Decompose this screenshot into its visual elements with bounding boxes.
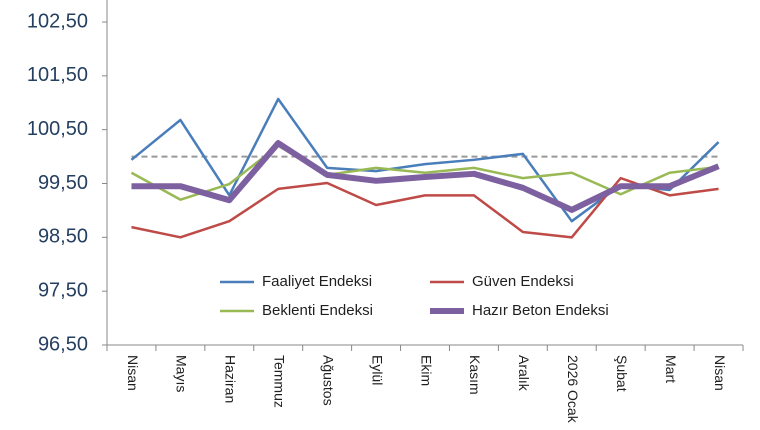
- y-tick-label: 102,50: [27, 10, 88, 32]
- series-line: [131, 140, 720, 213]
- x-tick-label: Kasım: [467, 355, 483, 395]
- x-tick-label: Nisan: [712, 355, 728, 391]
- legend-label: Hazır Beton Endeksi: [472, 302, 609, 319]
- x-tick-label: Nisan: [125, 355, 141, 391]
- series-line: [131, 176, 719, 239]
- legend-label: Güven Endeksi: [472, 273, 574, 290]
- y-tick-label: 98,50: [38, 226, 88, 248]
- x-tick-label: Temmuz: [272, 355, 288, 408]
- series-line: [130, 144, 719, 201]
- y-tick-label: 101,50: [27, 64, 88, 86]
- x-tick-label: Şubat: [614, 355, 630, 392]
- x-tick-label: Mart: [663, 355, 679, 383]
- series-line: [130, 97, 720, 223]
- legend-label: Beklenti Endeksi: [262, 302, 373, 319]
- y-tick-label: 96,50: [38, 333, 88, 355]
- legend-label: Faaliyet Endeksi: [262, 273, 372, 290]
- x-tick-label: Eylül: [369, 355, 385, 385]
- x-tick-label: Ekim: [418, 355, 434, 386]
- x-tick-label: 2026 Ocak: [565, 355, 581, 424]
- y-tick-label: 100,50: [27, 118, 88, 140]
- y-tick-label: 97,50: [38, 279, 88, 301]
- y-tick-label: 99,50: [38, 172, 88, 194]
- x-tick-label: Haziran: [223, 355, 239, 403]
- x-tick-label: Mayıs: [174, 355, 190, 392]
- x-tick-label: Ağustos: [320, 355, 336, 406]
- x-tick-label: Aralık: [516, 355, 532, 392]
